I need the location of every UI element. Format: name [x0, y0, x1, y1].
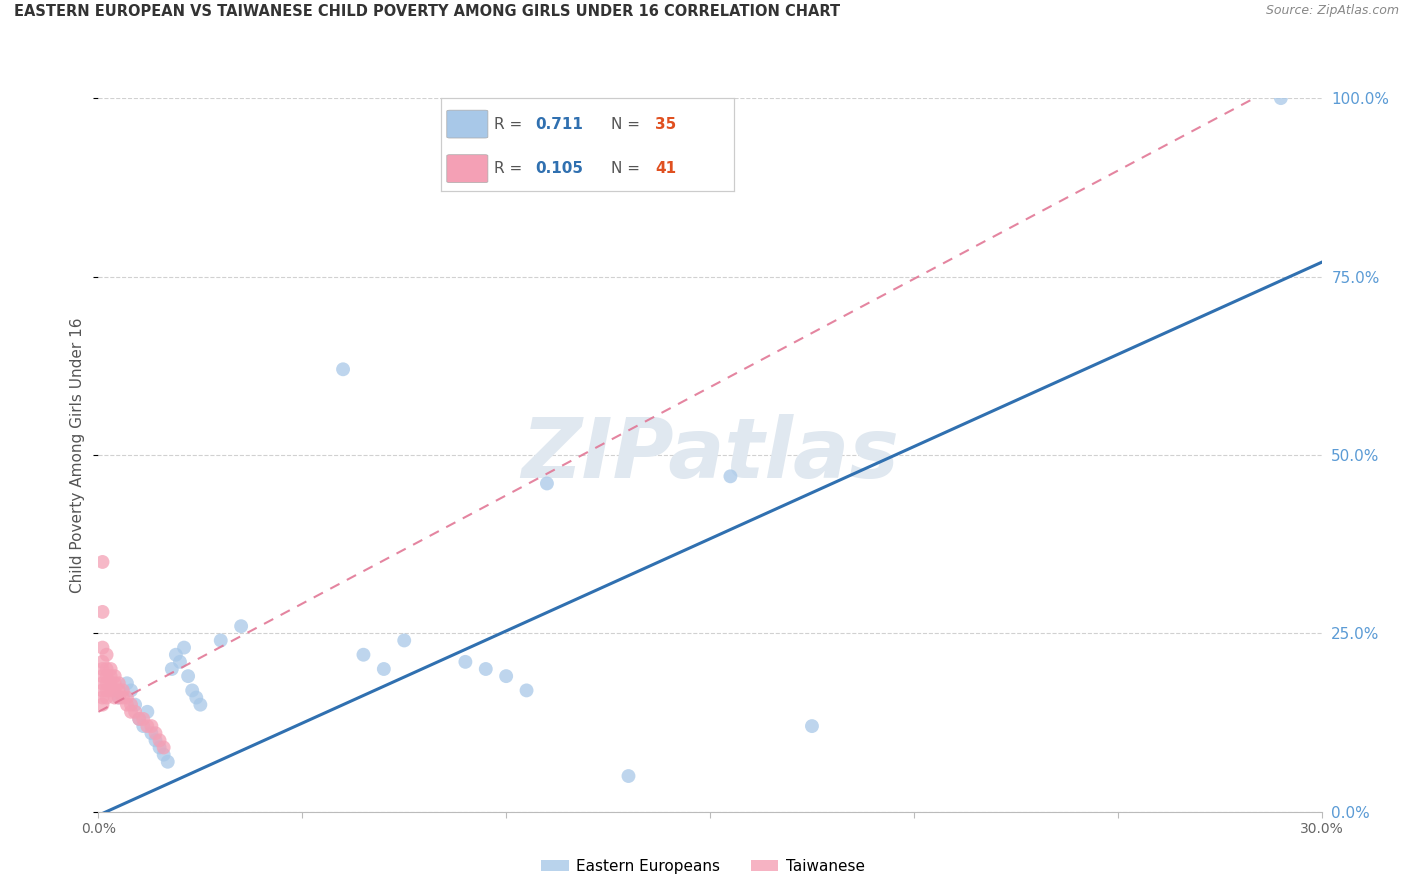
Point	[108, 690, 131, 705]
Point	[152, 747, 174, 762]
Point	[100, 683, 122, 698]
Point	[132, 712, 155, 726]
Y-axis label: Child Poverty Among Girls Under 16: Child Poverty Among Girls Under 16	[70, 318, 86, 592]
Point	[128, 712, 150, 726]
Point	[141, 719, 163, 733]
Point	[108, 690, 131, 705]
Point	[104, 676, 127, 690]
Point	[108, 683, 131, 698]
Point	[454, 655, 477, 669]
Point	[91, 662, 114, 676]
Point	[124, 705, 146, 719]
Point	[91, 698, 114, 712]
Point	[91, 683, 114, 698]
Point	[177, 669, 200, 683]
Point	[96, 648, 118, 662]
Point	[165, 648, 187, 662]
Point	[181, 683, 204, 698]
Point	[132, 719, 155, 733]
Point	[1270, 91, 1292, 105]
Point	[536, 476, 558, 491]
Point	[169, 655, 191, 669]
Legend: Eastern Europeans, Taiwanese: Eastern Europeans, Taiwanese	[534, 853, 872, 880]
Point	[136, 719, 159, 733]
Point	[104, 683, 127, 698]
Point	[160, 662, 183, 676]
Point	[115, 698, 138, 712]
Point	[156, 755, 179, 769]
Point	[91, 676, 114, 690]
Point	[96, 669, 118, 683]
Point	[173, 640, 195, 655]
Point	[149, 740, 172, 755]
Point	[91, 555, 114, 569]
Point	[141, 726, 163, 740]
Point	[231, 619, 253, 633]
Point	[373, 662, 395, 676]
Point	[495, 669, 517, 683]
Point	[392, 633, 416, 648]
Point	[209, 633, 232, 648]
Point	[104, 690, 127, 705]
Point	[124, 698, 146, 712]
Point	[136, 705, 159, 719]
Point	[100, 662, 122, 676]
Point	[474, 662, 498, 676]
Point	[145, 733, 167, 747]
Point	[96, 683, 118, 698]
Point	[801, 719, 824, 733]
Point	[145, 726, 167, 740]
Point	[720, 469, 742, 483]
Point	[516, 683, 538, 698]
Point	[115, 690, 138, 705]
Point	[111, 683, 134, 698]
Point	[96, 662, 118, 676]
Point	[91, 669, 114, 683]
Point	[352, 648, 374, 662]
Point	[91, 640, 114, 655]
Text: EASTERN EUROPEAN VS TAIWANESE CHILD POVERTY AMONG GIRLS UNDER 16 CORRELATION CHA: EASTERN EUROPEAN VS TAIWANESE CHILD POVE…	[14, 4, 841, 20]
Point	[91, 655, 114, 669]
Text: Source: ZipAtlas.com: Source: ZipAtlas.com	[1265, 4, 1399, 18]
Point	[111, 690, 134, 705]
Point	[120, 683, 142, 698]
Point	[188, 698, 212, 712]
Text: ZIPatlas: ZIPatlas	[522, 415, 898, 495]
Point	[91, 605, 114, 619]
Point	[100, 669, 122, 683]
Point	[91, 690, 114, 705]
Point	[128, 712, 150, 726]
Point	[96, 690, 118, 705]
Point	[617, 769, 640, 783]
Point	[186, 690, 208, 705]
Point	[332, 362, 354, 376]
Point	[152, 740, 174, 755]
Point	[108, 676, 131, 690]
Point	[120, 698, 142, 712]
Point	[96, 676, 118, 690]
Point	[120, 705, 142, 719]
Point	[100, 676, 122, 690]
Point	[104, 669, 127, 683]
Point	[149, 733, 172, 747]
Point	[115, 676, 138, 690]
